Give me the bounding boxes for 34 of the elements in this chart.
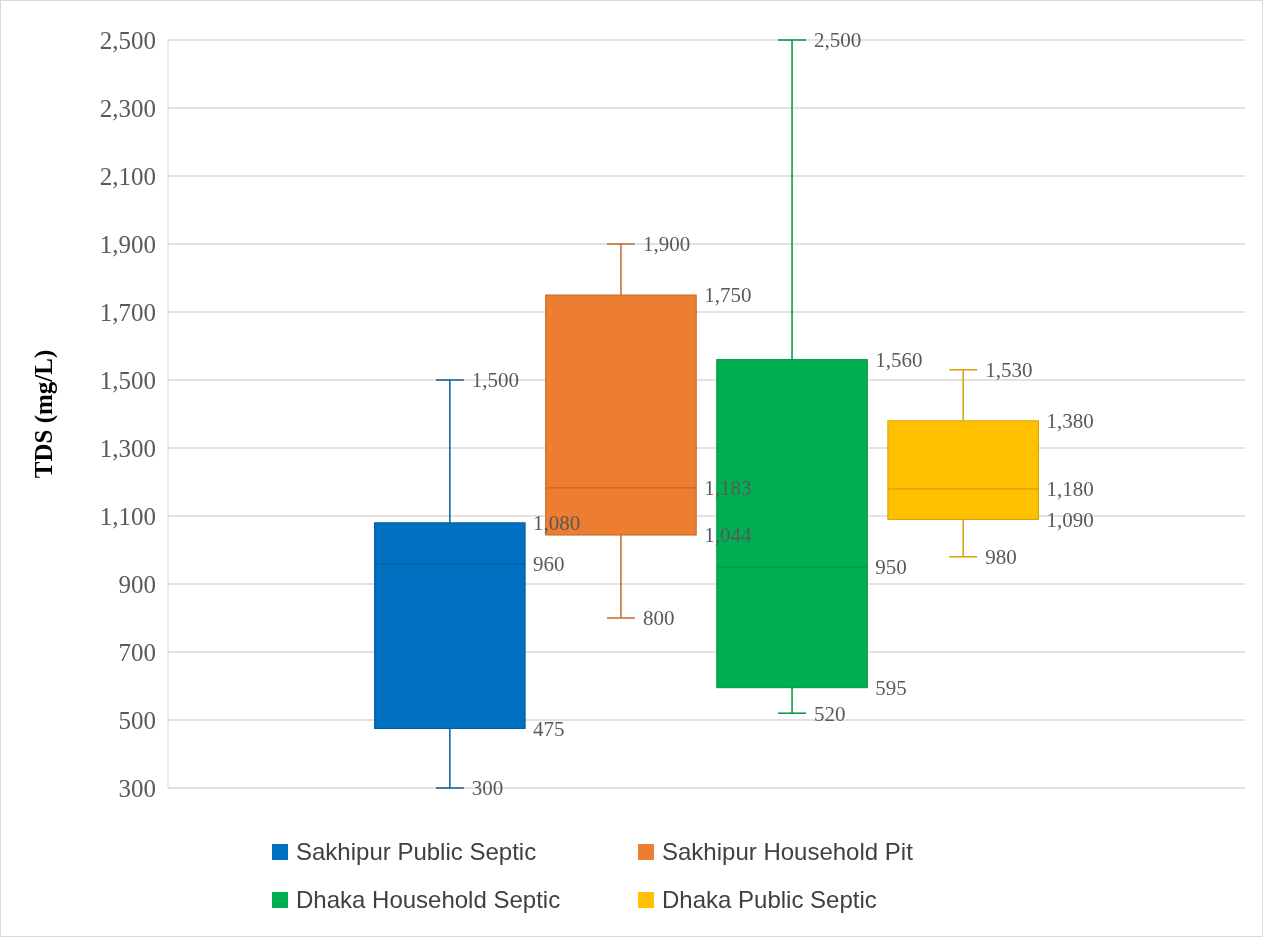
annotation: 950 [875,555,907,580]
annotation: 1,500 [471,368,520,393]
y-tick-label: 900 [118,570,156,598]
legend-label: Sakhipur Public Septic [296,838,537,866]
y-axis-title: TDS (mg/L) [30,349,58,479]
annotation: 1,180 [1046,477,1094,502]
y-tick-label: 1,300 [99,434,156,462]
annotation: 1,900 [642,232,691,257]
annotation: 1,090 [1046,507,1094,532]
annotation: 475 [533,716,565,741]
annotation: 980 [985,545,1017,570]
y-tick-label: 300 [118,774,156,802]
annotation: 300 [471,776,504,801]
annotation: 595 [875,676,907,701]
y-tick-label: 700 [118,638,156,666]
annotation: 1,530 [985,358,1033,383]
annotation: 960 [533,551,565,576]
legend-label: Dhaka Public Septic [662,886,877,914]
annotation: 1,750 [704,283,752,308]
annotation: 2,500 [814,28,862,53]
y-tick-label: 2,100 [99,162,156,190]
legend-label: Sakhipur Household Pit [662,838,914,866]
y-tick-label: 2,300 [99,94,156,122]
y-tick-label: 2,500 [99,26,156,54]
y-tick-label: 1,500 [99,366,156,394]
annotation: 1,380 [1046,409,1094,434]
y-tick-label: 1,100 [99,502,156,530]
y-tick-label: 1,700 [99,298,156,326]
y-tick-label: 500 [118,706,156,734]
legend-label: Dhaka Household Septic [296,886,561,914]
annotation: 1,560 [875,347,923,372]
annotation: 800 [642,606,675,631]
y-tick-label: 1,900 [99,230,156,258]
annotation: 520 [814,701,846,726]
